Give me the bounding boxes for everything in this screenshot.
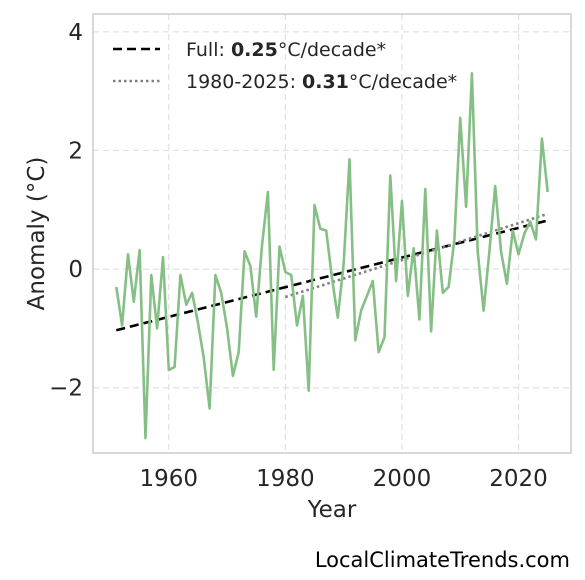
x-tick-label: 1960 [140, 466, 199, 492]
legend-entry: Full: 0.25°C/decade* [186, 39, 386, 61]
y-axis-title: Anomaly (°C) [24, 157, 50, 311]
legend: Full: 0.25°C/decade* 1980-2025: 0.31°C/de… [113, 39, 457, 93]
x-tick-label: 1980 [256, 466, 315, 492]
y-tick-label: 4 [68, 20, 83, 46]
site-credit: LocalClimateTrends.com [314, 548, 570, 572]
y-tick-label: 0 [68, 257, 83, 283]
full-trend-line [115, 219, 549, 332]
y-tick-label: −2 [49, 376, 83, 402]
y-tick-labels: −2 0 2 4 [49, 20, 83, 402]
grid-lines [93, 14, 571, 453]
trend-lines [115, 212, 549, 332]
legend-entry: 1980-2025: 0.31°C/decade* [186, 71, 457, 93]
x-axis-title: Year [307, 497, 357, 523]
y-tick-label: 2 [68, 138, 83, 164]
x-tick-label: 2000 [373, 466, 432, 492]
x-tick-label: 2020 [489, 466, 548, 492]
x-tick-labels: 1960 1980 2000 2020 [140, 466, 548, 492]
plot-frame [92, 13, 572, 454]
anomaly-line [115, 72, 549, 440]
recent-trend-line [284, 212, 549, 299]
data-series [115, 72, 549, 440]
